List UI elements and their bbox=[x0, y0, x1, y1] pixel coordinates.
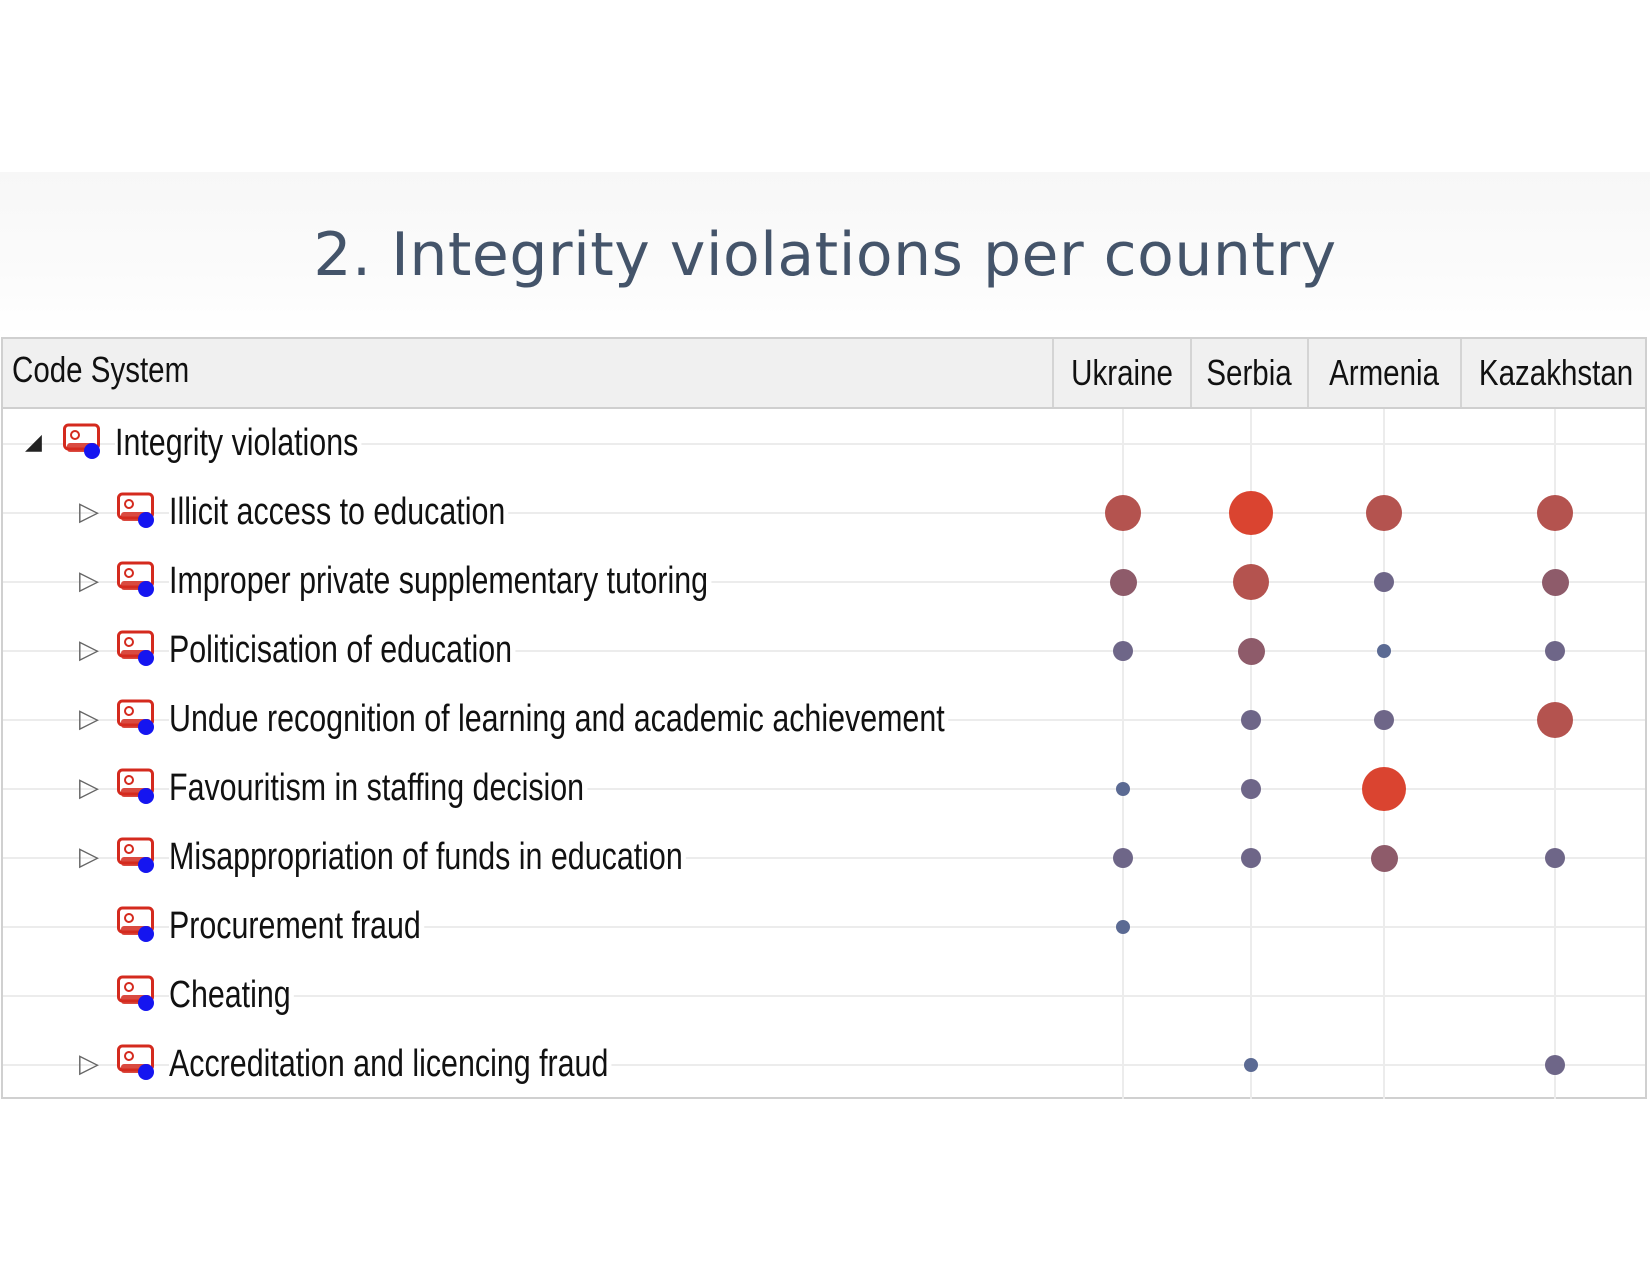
tree-row-label: Accreditation and licencing fraud bbox=[169, 1040, 612, 1088]
frequency-dot[interactable] bbox=[1237, 637, 1265, 665]
code-icon bbox=[117, 561, 157, 599]
tree-row-label: Illicit access to education bbox=[169, 488, 509, 536]
frequency-dot[interactable] bbox=[1233, 564, 1269, 600]
tree-row-label: Undue recognition of learning and academ… bbox=[169, 695, 948, 743]
code-icon bbox=[117, 699, 157, 737]
expand-arrow-icon[interactable]: ▷ bbox=[79, 565, 99, 595]
tree-row-label: Favouritism in staffing decision bbox=[169, 764, 588, 812]
code-icon bbox=[117, 768, 157, 806]
tree-row[interactable]: ▷ Undue recognition of learning and acade… bbox=[3, 685, 1645, 754]
tree-row-label: Cheating bbox=[169, 971, 294, 1019]
row-gridline bbox=[3, 443, 1645, 445]
column-header-code-system[interactable]: Code System bbox=[12, 349, 190, 390]
tree-row[interactable]: ▷ Favouritism in staffing decision bbox=[3, 754, 1645, 823]
frequency-dot[interactable] bbox=[1116, 920, 1130, 934]
code-matrix-panel: Code System Ukraine Serbia Armenia Kazak… bbox=[1, 337, 1647, 1099]
frequency-dot[interactable] bbox=[1374, 572, 1394, 592]
column-gridline bbox=[1250, 409, 1252, 1099]
frequency-dot[interactable] bbox=[1113, 641, 1133, 661]
frequency-dot[interactable] bbox=[1241, 848, 1261, 868]
tree-row[interactable]: ▷ Illicit access to education bbox=[3, 478, 1645, 547]
frequency-dot[interactable] bbox=[1545, 641, 1565, 661]
expand-arrow-icon[interactable]: ▷ bbox=[79, 634, 99, 664]
expand-arrow-icon[interactable]: ▷ bbox=[79, 1048, 99, 1078]
expand-arrow-icon[interactable]: ▷ bbox=[79, 496, 99, 526]
table-header: Code System Ukraine Serbia Armenia Kazak… bbox=[3, 339, 1645, 409]
frequency-dot[interactable] bbox=[1241, 710, 1261, 730]
expand-arrow-icon[interactable]: ▷ bbox=[79, 703, 99, 733]
expand-arrow-icon[interactable]: ▷ bbox=[79, 841, 99, 871]
frequency-dot[interactable] bbox=[1545, 1055, 1565, 1075]
frequency-dot[interactable] bbox=[1105, 495, 1141, 531]
frequency-dot[interactable] bbox=[1537, 702, 1573, 738]
tree-row-label: Procurement fraud bbox=[169, 902, 424, 950]
expand-arrow-icon[interactable]: ▷ bbox=[79, 772, 99, 802]
frequency-dot[interactable] bbox=[1541, 568, 1569, 596]
row-gridline bbox=[3, 857, 1645, 859]
row-gridline bbox=[3, 926, 1645, 928]
frequency-dot[interactable] bbox=[1370, 844, 1398, 872]
frequency-dot[interactable] bbox=[1374, 710, 1394, 730]
frequency-dot[interactable] bbox=[1241, 779, 1261, 799]
code-icon bbox=[117, 1044, 157, 1082]
row-gridline bbox=[3, 1064, 1645, 1066]
frequency-dot[interactable] bbox=[1377, 644, 1391, 658]
code-icon bbox=[117, 975, 157, 1013]
column-header-kazakhstan[interactable]: Kazakhstan bbox=[1460, 339, 1649, 407]
tree-row-label: Politicisation of education bbox=[169, 626, 516, 674]
frequency-dot[interactable] bbox=[1537, 495, 1573, 531]
tree-row[interactable]: ▷ Politicisation of education bbox=[3, 616, 1645, 685]
column-gridline bbox=[1554, 409, 1556, 1099]
column-header-armenia[interactable]: Armenia bbox=[1307, 339, 1460, 407]
tree-row[interactable]: ▷ Accreditation and licencing fraud bbox=[3, 1030, 1645, 1099]
column-gridline bbox=[1383, 409, 1385, 1099]
frequency-dot[interactable] bbox=[1244, 1058, 1258, 1072]
code-icon bbox=[63, 423, 103, 461]
row-gridline bbox=[3, 512, 1645, 514]
frequency-dot[interactable] bbox=[1116, 782, 1130, 796]
tree-row[interactable]: Procurement fraud bbox=[3, 892, 1645, 961]
code-icon bbox=[117, 492, 157, 530]
tree-row-label: Integrity violations bbox=[115, 419, 362, 467]
column-header-ukraine[interactable]: Ukraine bbox=[1052, 339, 1190, 407]
column-gridline bbox=[1122, 409, 1124, 1099]
tree-row[interactable]: ▷ Improper private supplementary tutoring bbox=[3, 547, 1645, 616]
collapse-arrow-icon[interactable]: ◢ bbox=[25, 429, 42, 454]
tree-row[interactable]: ▷ Misappropriation of funds in education bbox=[3, 823, 1645, 892]
frequency-dot[interactable] bbox=[1545, 848, 1565, 868]
frequency-dot[interactable] bbox=[1229, 491, 1273, 535]
code-icon bbox=[117, 630, 157, 668]
frequency-dot[interactable] bbox=[1362, 767, 1406, 811]
title-band bbox=[0, 172, 1650, 337]
tree-row-label: Improper private supplementary tutoring bbox=[169, 557, 712, 605]
tree-row-root[interactable]: ◢ Integrity violations bbox=[3, 409, 1645, 478]
row-gridline bbox=[3, 995, 1645, 997]
row-gridline bbox=[3, 650, 1645, 652]
tree-row-label: Misappropriation of funds in education bbox=[169, 833, 686, 881]
frequency-dot[interactable] bbox=[1366, 495, 1402, 531]
slide-title: 2. Integrity violations per country bbox=[313, 220, 1337, 290]
tree-row[interactable]: Cheating bbox=[3, 961, 1645, 1030]
code-icon bbox=[117, 837, 157, 875]
frequency-dot[interactable] bbox=[1109, 568, 1137, 596]
row-gridline bbox=[3, 581, 1645, 583]
row-gridline bbox=[3, 788, 1645, 790]
frequency-dot[interactable] bbox=[1113, 848, 1133, 868]
code-icon bbox=[117, 906, 157, 944]
column-header-serbia[interactable]: Serbia bbox=[1190, 339, 1307, 407]
